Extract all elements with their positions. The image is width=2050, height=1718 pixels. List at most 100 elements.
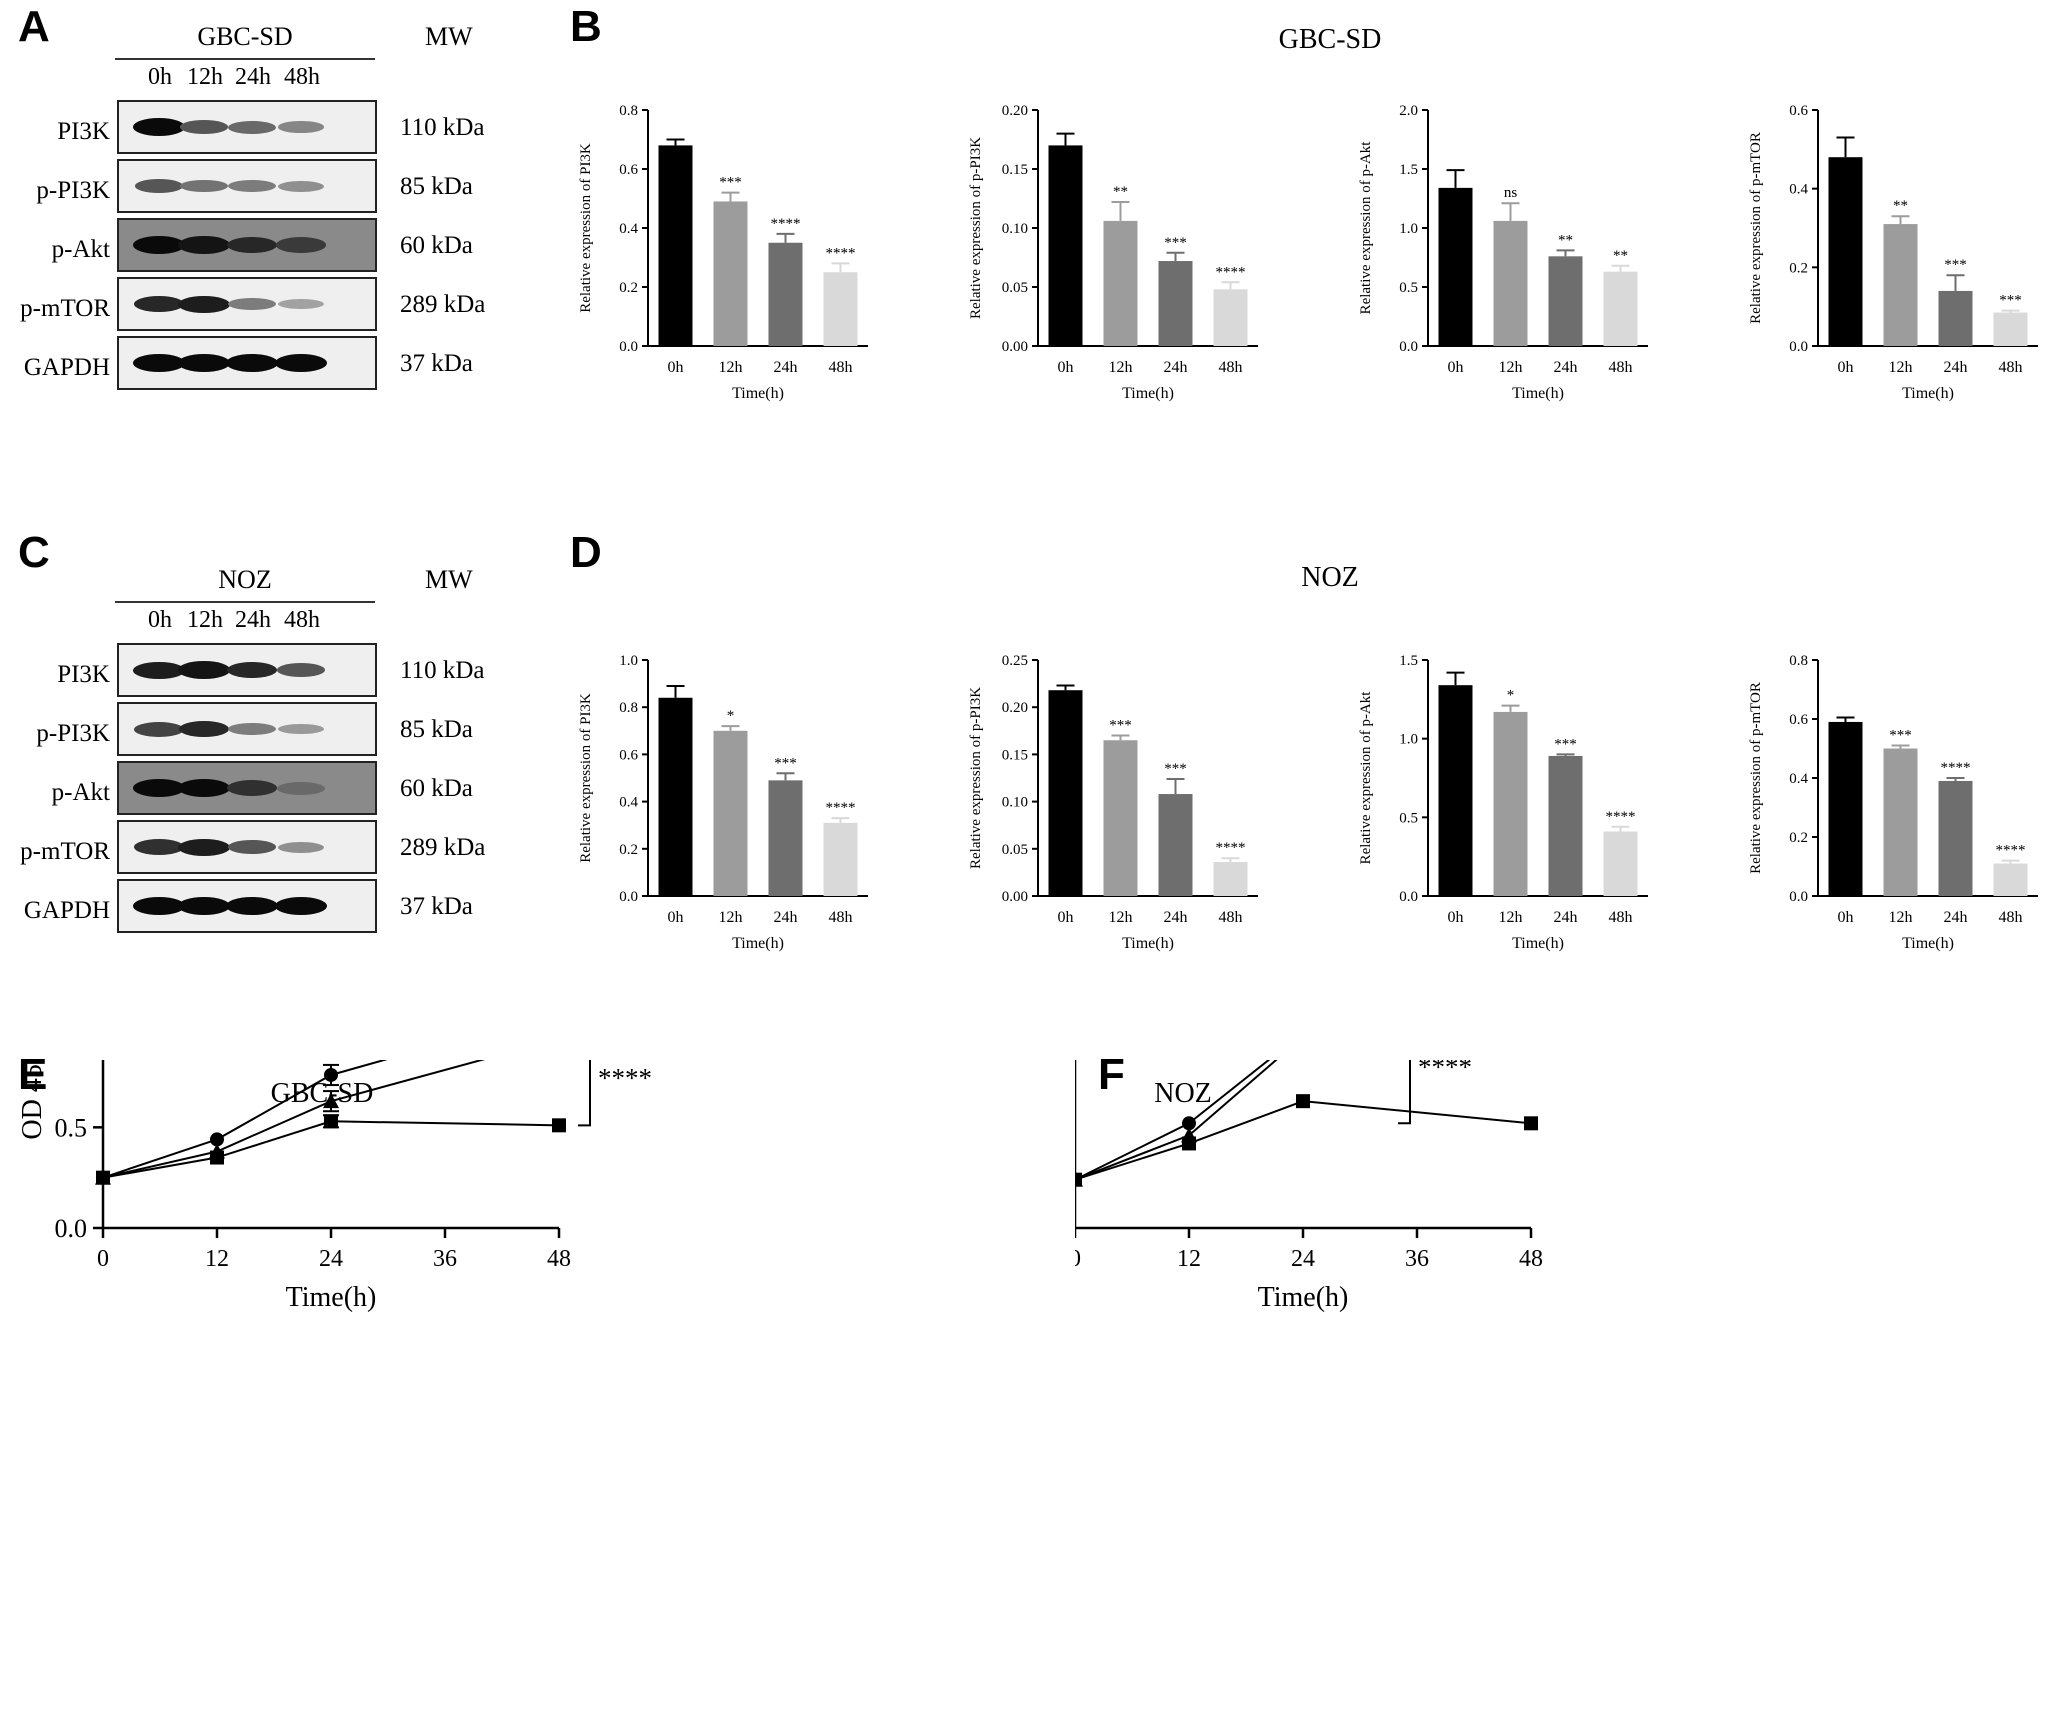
- y-tick-label: 0.8: [619, 700, 638, 716]
- y-tick-label: 0.2: [619, 842, 638, 858]
- y-tick-label: 0.20: [1002, 103, 1028, 119]
- data-point-square: [1296, 1094, 1310, 1109]
- blot-cell-line-title: NOZ: [218, 565, 272, 594]
- significance-bracket-stars: [578, 1060, 591, 1127]
- x-axis-label: Time(h): [1122, 935, 1174, 952]
- blot-band: [228, 298, 276, 310]
- x-tick-label: 0: [97, 1246, 109, 1272]
- bar: [713, 730, 748, 896]
- series-line: [1075, 1060, 1271, 1181]
- x-tick-label: 0h: [1058, 359, 1074, 376]
- y-axis-label: Relative expression of PI3K: [578, 143, 594, 313]
- blot-row-label: p-mTOR: [20, 295, 110, 322]
- data-point-triangle: [323, 1093, 339, 1109]
- blot-header-line: [115, 601, 375, 603]
- y-axis-label: Relative expression of p-Akt: [1358, 141, 1374, 315]
- bar: [1158, 794, 1193, 896]
- y-tick-label: 0.0: [1399, 339, 1418, 355]
- blot-band: [133, 897, 185, 915]
- blot-mw-label: 37 kDa: [400, 350, 473, 377]
- blot-mw-header: MW: [425, 565, 473, 594]
- bar: [1993, 863, 2028, 896]
- blot-row-label: GAPDH: [23, 897, 110, 924]
- bar-chart-gbc-sd-p-akt: 0.0 0.5 1.0 1.5 2.0 Relative expression of p-…: [1358, 103, 1648, 402]
- blot-mw-label: 110 kDa: [400, 114, 485, 141]
- y-tick-label: 0.4: [619, 221, 638, 237]
- x-tick-label: 48h: [1609, 909, 1633, 926]
- y-tick-label: 0.2: [619, 280, 638, 296]
- significance-label: ****: [1216, 264, 1246, 280]
- significance-label: ***: [1944, 257, 1967, 273]
- x-tick-label: 24h: [1164, 909, 1188, 926]
- blot-mw-label: 110 kDa: [400, 657, 485, 684]
- data-point-circle: [324, 1067, 338, 1082]
- y-tick-label: 0.6: [619, 747, 638, 763]
- x-tick-label: 0h: [1838, 359, 1854, 376]
- blot-band: [278, 299, 324, 309]
- bar: [1103, 740, 1138, 896]
- blot-cell-line-title: GBC-SD: [197, 22, 293, 51]
- series-line: [1075, 1060, 1278, 1181]
- panel-letter-e: E: [18, 1050, 48, 1099]
- significance-label: ***: [1109, 718, 1132, 734]
- x-axis-label: Time(h): [1902, 935, 1954, 952]
- bar-chart-gbc-sd-pi3k: 0.0 0.2 0.4 0.6 0.8 Relative expression of PI…: [578, 103, 868, 402]
- y-tick-label: 0.6: [619, 162, 638, 178]
- significance-label-stars: ****: [598, 1063, 652, 1093]
- blot-membrane: [117, 218, 377, 272]
- y-tick-label: 0.10: [1002, 795, 1028, 811]
- y-tick-label: 0.15: [1002, 747, 1028, 763]
- blot-membrane: [117, 702, 377, 756]
- bar: [1603, 271, 1638, 346]
- blot-row-label: PI3K: [57, 118, 110, 145]
- x-tick-label: 48h: [1219, 359, 1243, 376]
- y-tick-label: 0.10: [1002, 221, 1028, 237]
- significance-label: ***: [774, 755, 797, 771]
- bar-chart-gbc-sd-p-mtor: 0.0 0.2 0.4 0.6 Relative expression of p-mTO…: [1748, 103, 2038, 402]
- bar: [1828, 157, 1863, 346]
- x-tick-label: 48h: [1999, 909, 2023, 926]
- bar-chart-noz-pi3k: 0.0 0.2 0.4 0.6 0.8 1.0 Relative expression of…: [578, 653, 868, 952]
- significance-label: ***: [1554, 736, 1577, 752]
- series-line: [102, 1060, 486, 1179]
- significance-label: ***: [1889, 728, 1912, 744]
- panel-letter-f: F: [1098, 1050, 1125, 1099]
- y-tick-label: 0.6: [1789, 712, 1808, 728]
- blot-band: [227, 840, 277, 854]
- bar: [1048, 690, 1083, 896]
- blot-mw-label: 60 kDa: [400, 775, 473, 802]
- bar: [1493, 220, 1528, 346]
- data-point-triangle: [1181, 1127, 1197, 1143]
- y-axis-label: Relative expression of p-mTOR: [1748, 132, 1764, 324]
- x-tick-label: 12h: [1889, 359, 1913, 376]
- blot-band: [275, 354, 327, 372]
- x-axis-label: Time(h): [1512, 935, 1564, 952]
- data-point-square: [552, 1118, 566, 1133]
- significance-label-stars: ****: [1418, 1060, 1472, 1082]
- blot-band: [179, 120, 229, 134]
- y-tick-label: 0.0: [1789, 889, 1808, 905]
- bar: [1213, 289, 1248, 346]
- significance-label: ****: [1996, 843, 2026, 859]
- blot-lane-label: 12h: [187, 607, 223, 633]
- blot-membrane: [117, 336, 377, 390]
- significance-label: **: [1113, 184, 1128, 200]
- y-tick-label: 1.5: [1399, 162, 1418, 178]
- significance-label: ****: [1606, 809, 1636, 825]
- y-tick-label: 0.6: [1789, 103, 1808, 119]
- bar: [1438, 685, 1473, 896]
- significance-label: *: [1507, 688, 1515, 704]
- blot-lane-label: 0h: [148, 64, 172, 90]
- blot-row-label: p-Akt: [51, 236, 110, 263]
- significance-label: **: [1558, 232, 1573, 248]
- significance-label: ***: [1999, 293, 2022, 309]
- x-tick-label: 0h: [668, 359, 684, 376]
- significance-label: ***: [1164, 761, 1187, 777]
- bar: [658, 697, 693, 896]
- blot-band: [277, 180, 325, 192]
- bar: [1993, 312, 2028, 346]
- x-tick-label: 12h: [1499, 359, 1523, 376]
- significance-label: ns: [1504, 185, 1518, 201]
- x-axis-label: Time(h): [732, 385, 784, 402]
